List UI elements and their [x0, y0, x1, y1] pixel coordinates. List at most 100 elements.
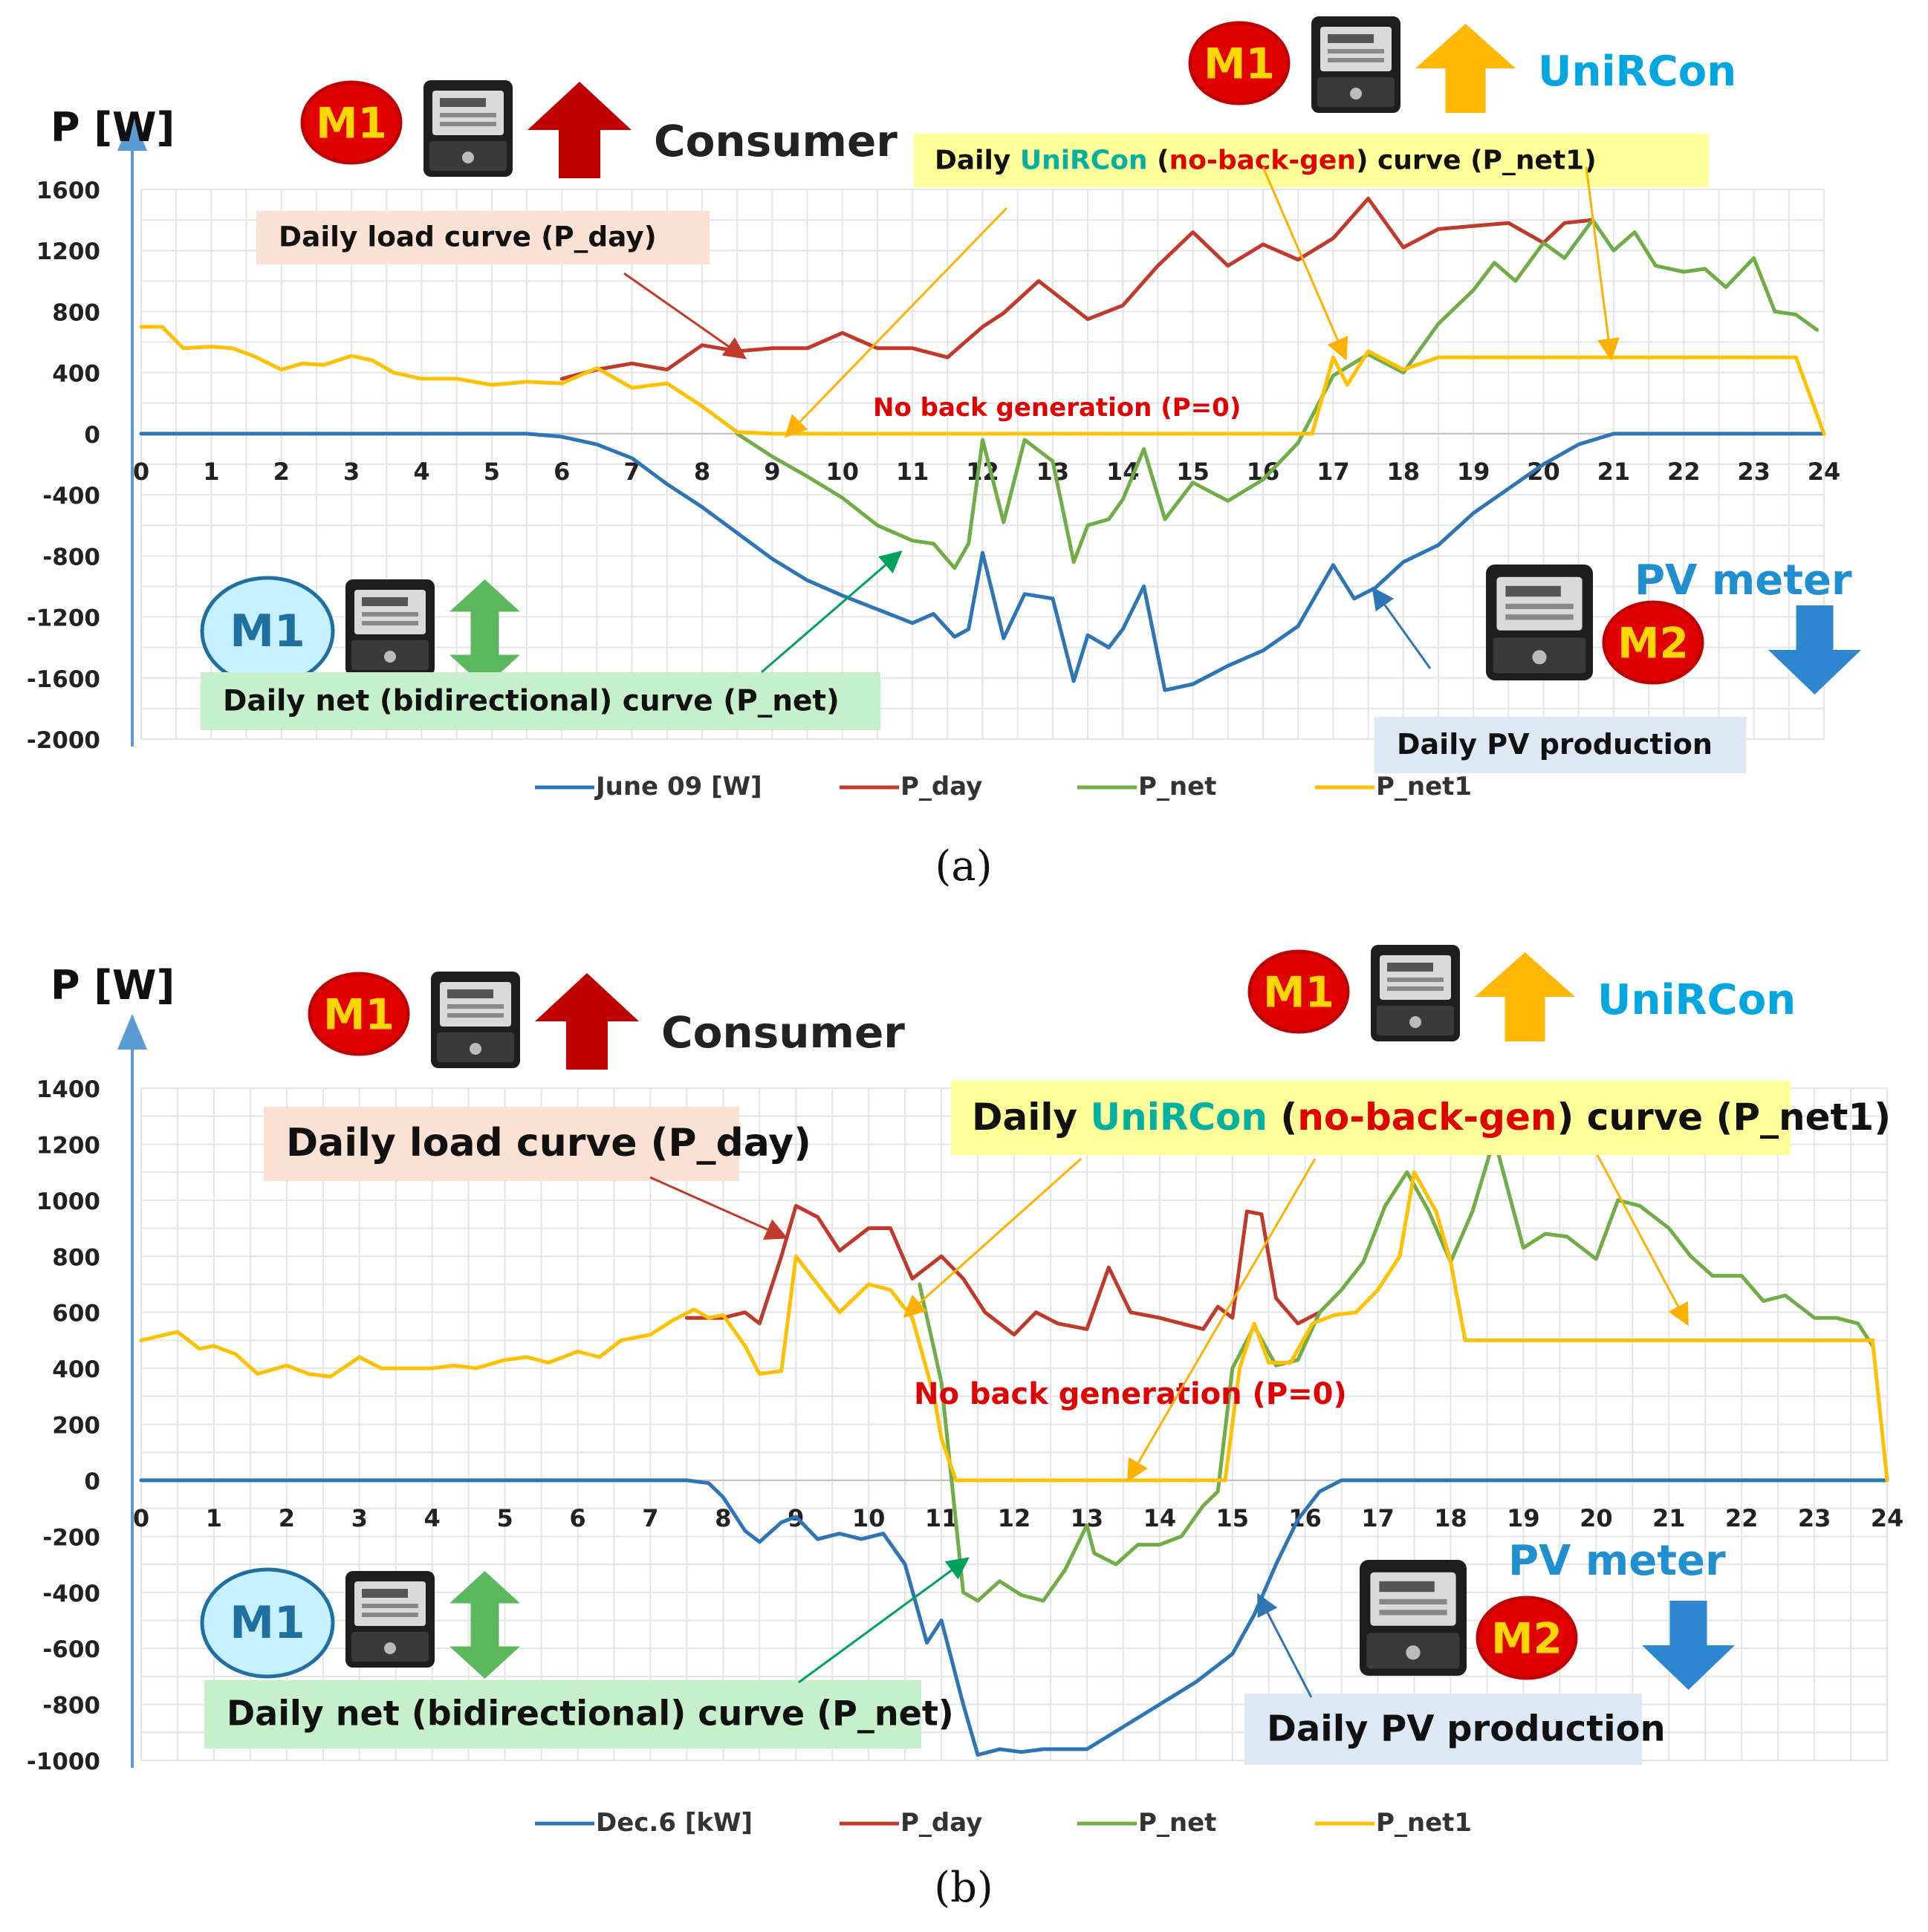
- m2-badge-text: M2: [1617, 619, 1689, 669]
- series-line-June 09 [W]: [139, 432, 1826, 692]
- panel-caption: (b): [934, 1864, 993, 1912]
- legend-entry: P_net1: [1376, 772, 1472, 801]
- x-tick-label: 5: [496, 1504, 513, 1532]
- m2-badge-text: M2: [1491, 1615, 1562, 1664]
- y-tick-label: 800: [52, 1244, 100, 1271]
- x-tick-label: 8: [715, 1504, 731, 1532]
- x-tick-label: 4: [413, 458, 429, 486]
- x-tick-label: 20: [1580, 1504, 1613, 1532]
- unircon-label: UniRCon: [1597, 976, 1796, 1024]
- m1-badge-top-left-text: M1: [316, 100, 387, 149]
- load-label: Daily load curve (P_day): [286, 1121, 811, 1165]
- y-tick-label: 0: [84, 422, 100, 449]
- series-line-P_net1: [139, 325, 1826, 436]
- net-label-box: [204, 1680, 921, 1749]
- pv-label-box: [1374, 717, 1746, 773]
- y-tick-label: -200: [42, 1524, 100, 1551]
- legend: Dec.6 [kW] P_day P_net P_net1: [535, 1808, 1472, 1838]
- series-line-Dec.6 [kW]: [139, 1478, 1889, 1757]
- annotation-arrow-u2: [1262, 166, 1348, 361]
- unircon-arrow-icon: [1475, 952, 1575, 1041]
- x-tick-label: 5: [484, 458, 500, 486]
- x-tick-label: 8: [694, 458, 710, 486]
- x-tick-label: 22: [1725, 1504, 1759, 1532]
- y-axis-label: P [W]: [51, 104, 175, 151]
- legend-entry: P_net: [1138, 1808, 1216, 1838]
- pv-meter-label: PV meter: [1508, 1537, 1726, 1585]
- y-tick-label: -1000: [27, 1749, 100, 1775]
- y-tick-label: -400: [42, 483, 100, 510]
- series-line-P_net1: [139, 1170, 1889, 1483]
- legend-entry: Dec.6 [kW]: [596, 1808, 753, 1838]
- x-tick-label: 4: [424, 1504, 441, 1532]
- m1-badge-bottom-left-text: M1: [230, 1597, 305, 1649]
- x-tick-label: 0: [133, 1504, 149, 1532]
- y-tick-label: 1600: [36, 178, 100, 204]
- meter-icon: [1311, 16, 1400, 113]
- annotation-arrow-load: [623, 272, 747, 360]
- x-tick-label: 7: [623, 458, 640, 486]
- x-tick-label: 2: [279, 1504, 295, 1532]
- y-tick-label: 200: [52, 1413, 100, 1440]
- unircon-arrow-icon: [1415, 24, 1516, 113]
- x-tick-label: 24: [1808, 458, 1841, 486]
- net-label: Daily net (bidirectional) curve (P_net): [223, 684, 840, 718]
- x-tick-label: 23: [1737, 458, 1770, 486]
- m1-badge-top-right-shape: [1247, 949, 1350, 1034]
- x-tick-label: 17: [1317, 458, 1350, 486]
- x-tick-label: 22: [1667, 458, 1701, 486]
- legend-entry: P_net: [1138, 772, 1216, 801]
- bidirectional-arrow-icon: [449, 1571, 520, 1679]
- consumer-label: Consumer: [654, 116, 898, 166]
- legend-entry: P_day: [900, 772, 982, 801]
- meter-icon: [1486, 565, 1593, 680]
- y-tick-label: -600: [42, 1636, 100, 1663]
- x-tick-label: 21: [1597, 458, 1631, 486]
- pv-meter-label: PV meter: [1635, 556, 1852, 605]
- meter-icon: [1371, 945, 1460, 1041]
- series-line-P_net: [918, 1136, 1875, 1603]
- y-tick-label: 1400: [36, 1076, 100, 1103]
- unircon-curve-label-part: Daily: [972, 1096, 1091, 1139]
- consumer-arrow-icon: [528, 82, 632, 178]
- x-tick-label: 3: [343, 458, 360, 486]
- y-tick-label: 1200: [36, 238, 100, 265]
- x-tick-label: 7: [642, 1504, 658, 1532]
- unircon-label-box: [914, 134, 1709, 187]
- x-tick-label: 11: [896, 458, 929, 486]
- chart-panel-1: 1400120010008006004002000-200-400-600-80…: [27, 945, 1903, 1912]
- legend: June 09 [W] P_day P_net P_net1: [535, 772, 1472, 801]
- unircon-curve-label-part: (: [1268, 1096, 1297, 1139]
- annotation-arrow-u3: [1585, 166, 1620, 361]
- consumer-arrow-icon: [535, 973, 639, 1070]
- unircon-curve-label: Daily UniRCon (no-back-gen) curve (P_net…: [935, 146, 1597, 176]
- annotation-arrow-u1: [903, 1157, 1082, 1318]
- y-tick-label: 800: [52, 299, 100, 326]
- unircon-label: UniRCon: [1538, 48, 1736, 96]
- unircon-label-box: [951, 1081, 1791, 1155]
- net-label-box: [201, 672, 880, 730]
- y-tick-label: -800: [42, 1693, 100, 1720]
- no-back-generation-label: No back generation (P=0): [873, 393, 1241, 423]
- x-tick-label: 6: [569, 1504, 585, 1532]
- x-tick-label: 10: [825, 458, 859, 486]
- meter-icon: [345, 579, 435, 676]
- x-tick-label: 19: [1507, 1504, 1540, 1532]
- bidirectional-arrow-icon: [449, 579, 520, 687]
- y-tick-label: 400: [52, 1356, 100, 1383]
- series-line-P_net: [735, 218, 1820, 570]
- y-tick-label: 1200: [36, 1132, 100, 1159]
- pv-label-box: [1244, 1694, 1642, 1765]
- y-tick-label: -2000: [27, 727, 100, 754]
- m1-badge-top-right-text: M1: [1204, 40, 1275, 89]
- annotation-arrow-pv: [1372, 587, 1432, 669]
- y-tick-label: 600: [52, 1301, 100, 1327]
- x-tick-label: 2: [273, 458, 290, 486]
- meter-icon: [345, 1571, 435, 1668]
- y-tick-label: -1600: [27, 666, 100, 693]
- x-tick-label: 23: [1798, 1504, 1831, 1532]
- x-tick-label: 6: [554, 458, 570, 486]
- annotation-arrow-u3: [1596, 1154, 1689, 1327]
- m1-badge-top-left-shape: [308, 972, 410, 1056]
